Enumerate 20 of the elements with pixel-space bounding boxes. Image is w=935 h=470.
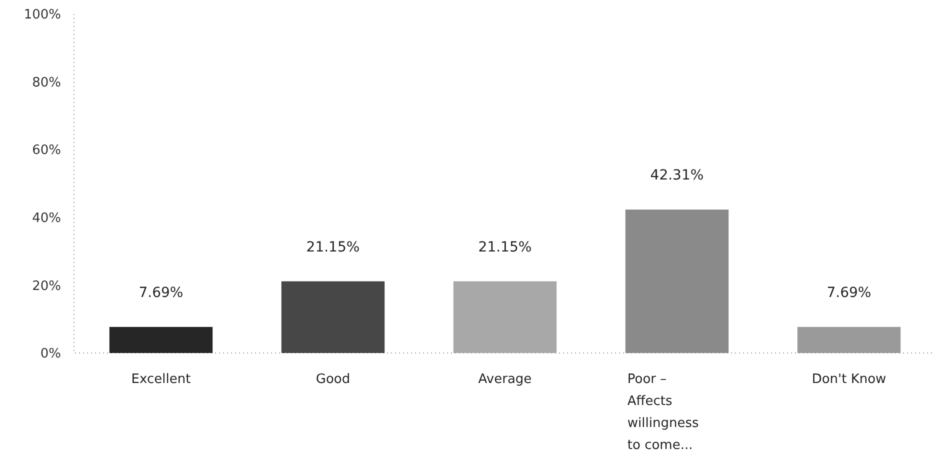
x-tick-label: Average bbox=[478, 372, 532, 387]
y-tick-label: 20% bbox=[32, 278, 61, 294]
data-label: 7.69% bbox=[826, 284, 872, 301]
x-tick-label: Good bbox=[316, 372, 350, 387]
y-tick-label: 40% bbox=[32, 210, 61, 226]
bar bbox=[109, 326, 213, 353]
data-label: 21.15% bbox=[306, 239, 360, 256]
data-label: 7.69% bbox=[138, 284, 184, 301]
y-tick-label: 100% bbox=[24, 8, 61, 23]
y-tick-label: 80% bbox=[32, 75, 61, 90]
y-tick-label: 60% bbox=[32, 143, 61, 158]
bar bbox=[281, 281, 385, 353]
y-tick-label: 0% bbox=[40, 346, 61, 362]
data-label: 42.31% bbox=[650, 168, 704, 184]
bar bbox=[625, 210, 729, 353]
x-tick-label: Excellent bbox=[131, 372, 191, 387]
x-tick-label: Poor – Affects willingness to come... bbox=[627, 372, 699, 453]
x-tick-label: Don't Know bbox=[812, 372, 887, 387]
data-label: 21.15% bbox=[478, 239, 532, 256]
bar bbox=[453, 281, 557, 353]
